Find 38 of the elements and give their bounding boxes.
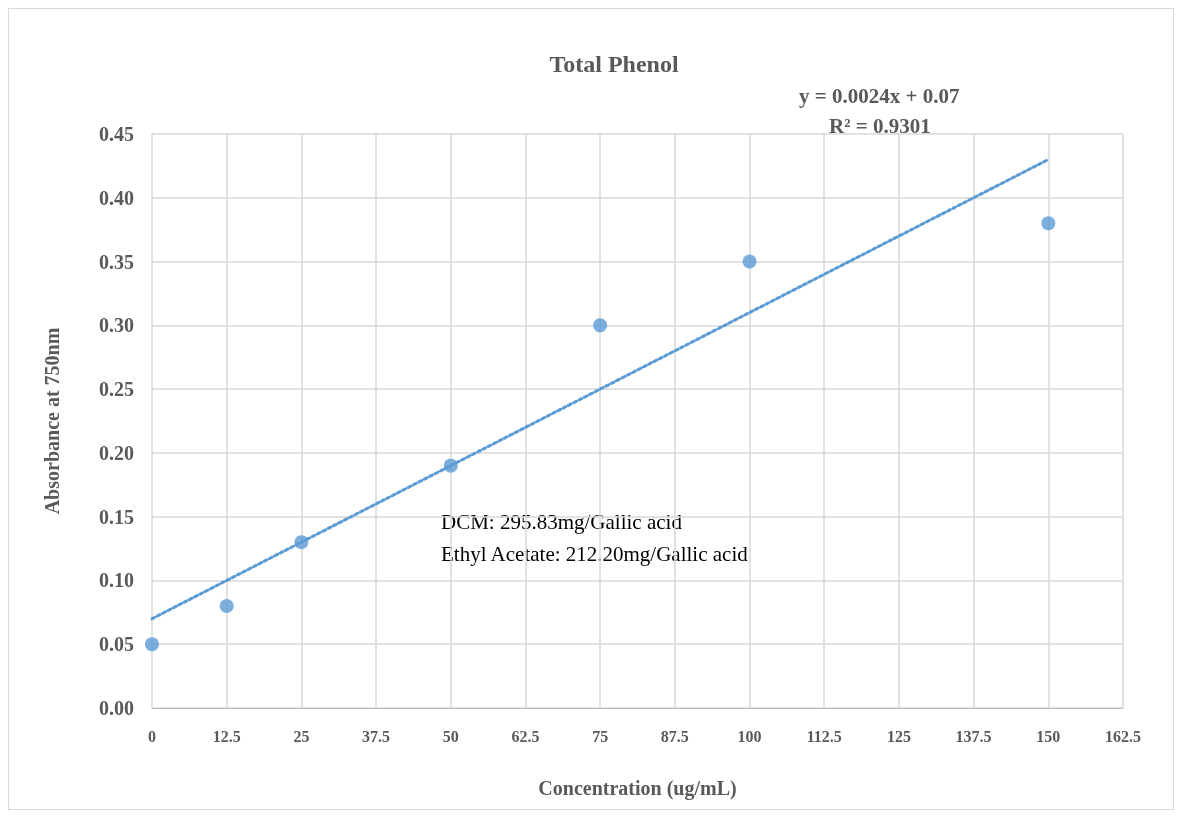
x-tick-label: 100 <box>737 727 762 745</box>
point <box>145 637 159 652</box>
x-tick-label: 37.5 <box>362 727 391 745</box>
x-tick-label: 62.5 <box>511 727 540 745</box>
x-tick-label: 112.5 <box>806 727 842 745</box>
point <box>593 318 608 333</box>
y-tick-label: 0.20 <box>99 441 134 464</box>
chart-title: Total Phenol <box>549 51 679 77</box>
annotation: DCM: 295.83mg/Gallic acid <box>441 509 683 534</box>
x-tick-label: 150 <box>1036 727 1061 745</box>
y-tick-label: 0.35 <box>99 250 134 273</box>
annotation: R² = 0.9301 <box>829 113 931 138</box>
x-tick-label: 50 <box>442 727 459 745</box>
x-tick-label: 162.5 <box>1105 727 1141 745</box>
y-tick-label: 0.10 <box>99 569 134 592</box>
y-tick-label: 0.40 <box>99 186 134 209</box>
text: y = 0.0024x + 0.07 <box>799 83 960 108</box>
x-tick-label: 137.5 <box>955 727 992 745</box>
y-tick-label: 0.30 <box>99 314 134 337</box>
y-tick-label: 0.15 <box>99 505 134 528</box>
x-tick-label: 75 <box>592 727 609 745</box>
x-axis-title: Concentration (ug/mL) <box>538 777 737 800</box>
point <box>1041 216 1056 231</box>
point <box>742 254 757 269</box>
x-tick-label: 125 <box>886 727 911 745</box>
annotation: Ethyl Acetate: 212.20mg/Gallic acid <box>441 541 749 566</box>
y-tick-label: 0.05 <box>99 633 134 656</box>
x-tick-label: 0 <box>148 727 156 745</box>
y-tick-label: 0.45 <box>99 123 134 145</box>
x-tick-label: 25 <box>293 727 310 745</box>
point <box>219 598 234 613</box>
point <box>443 458 458 473</box>
point <box>294 535 309 550</box>
y-tick-label: 0.25 <box>99 378 134 401</box>
y-axis-title: Absorbance at 750nm <box>41 327 63 515</box>
y-tick-label: 0.00 <box>99 697 134 719</box>
x-tick-label: 12.5 <box>212 727 241 745</box>
x-tick-label: 87.5 <box>660 727 689 745</box>
